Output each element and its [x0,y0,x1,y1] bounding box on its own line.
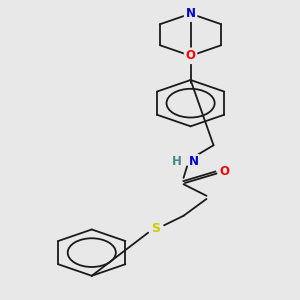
Text: O: O [219,165,229,178]
Text: N: N [186,7,196,20]
Text: O: O [186,49,196,62]
Text: N: N [189,154,199,168]
Text: S: S [151,222,160,235]
Text: H: H [172,154,182,168]
